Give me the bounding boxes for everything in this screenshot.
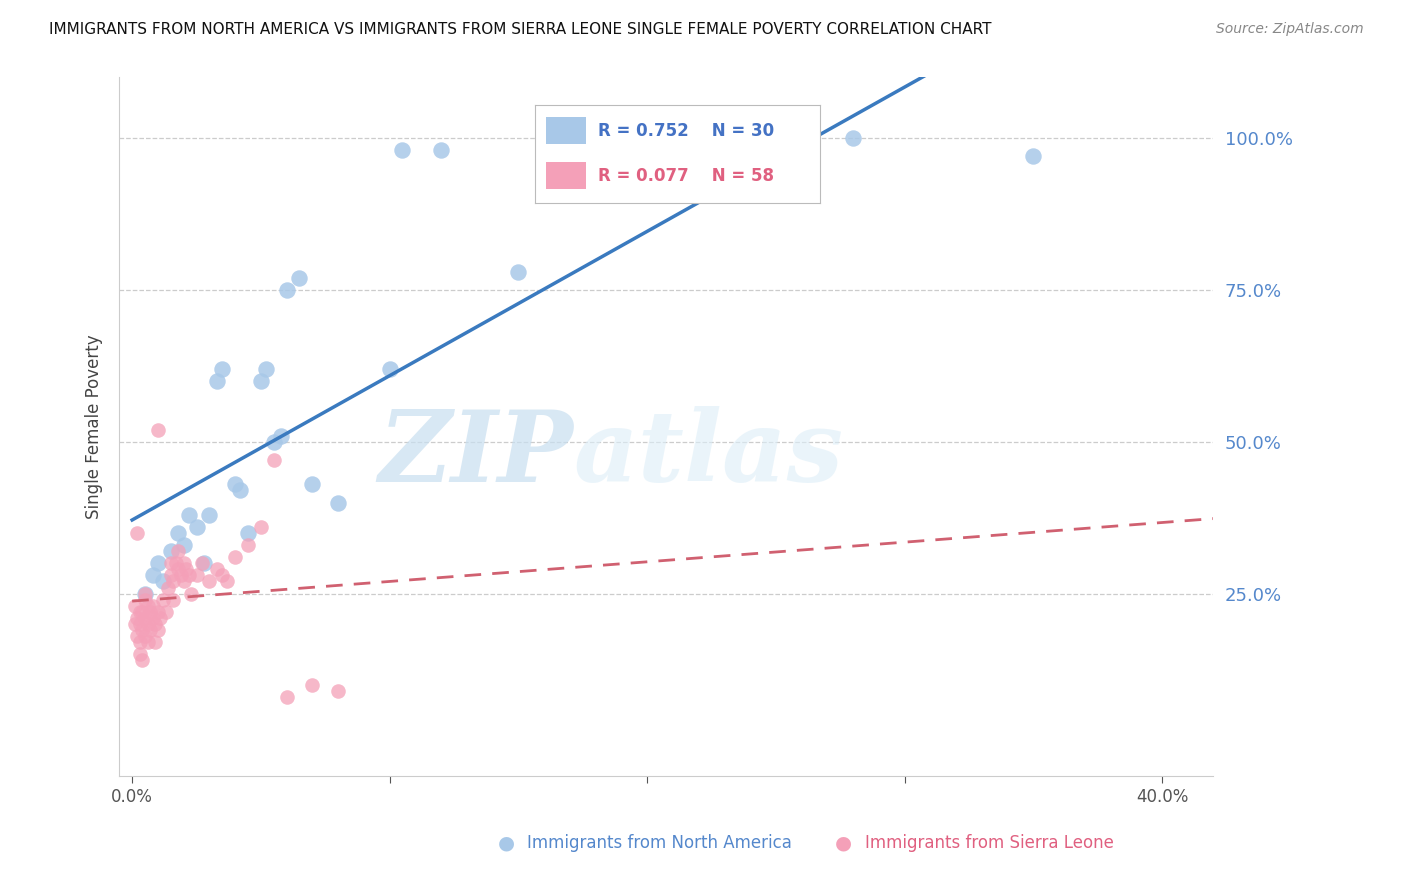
Point	[217, 574, 239, 589]
Point	[198, 508, 221, 522]
Point	[205, 562, 228, 576]
Point	[173, 574, 195, 589]
Point	[263, 453, 285, 467]
Point	[136, 617, 159, 632]
Point	[170, 568, 193, 582]
Text: Immigrants from North America: Immigrants from North America	[527, 834, 792, 852]
Point	[301, 678, 323, 692]
Point	[128, 617, 150, 632]
Point	[177, 508, 200, 522]
Point	[139, 623, 162, 637]
Point	[159, 568, 181, 582]
Point	[326, 495, 349, 509]
Point	[143, 635, 166, 649]
Point	[167, 544, 190, 558]
Point	[124, 599, 146, 613]
Point	[143, 617, 166, 632]
Point	[224, 477, 246, 491]
Point	[127, 525, 149, 540]
Point	[205, 374, 228, 388]
Point	[152, 574, 174, 589]
Point	[128, 648, 150, 662]
Point	[134, 587, 156, 601]
Point	[430, 144, 453, 158]
Point	[173, 556, 195, 570]
Point	[254, 362, 277, 376]
Point	[134, 629, 156, 643]
Point	[131, 623, 153, 637]
Point	[180, 587, 202, 601]
Point	[250, 520, 273, 534]
Point	[391, 144, 413, 158]
Point	[136, 635, 159, 649]
Text: Source: ZipAtlas.com: Source: ZipAtlas.com	[1216, 22, 1364, 37]
Text: Immigrants from Sierra Leone: Immigrants from Sierra Leone	[865, 834, 1114, 852]
Point	[146, 423, 169, 437]
Point	[162, 592, 184, 607]
Point	[142, 568, 165, 582]
Point	[131, 653, 153, 667]
Point	[167, 562, 190, 576]
Point	[131, 605, 153, 619]
Point	[842, 131, 865, 145]
Point	[378, 362, 401, 376]
Point	[508, 265, 530, 279]
Text: ●: ●	[835, 833, 852, 853]
Point	[146, 556, 169, 570]
Point	[276, 283, 298, 297]
Point	[124, 617, 146, 632]
Point	[159, 544, 181, 558]
Point	[152, 592, 174, 607]
Point	[177, 568, 200, 582]
Point	[276, 690, 298, 704]
Y-axis label: Single Female Poverty: Single Female Poverty	[86, 334, 103, 519]
Point	[136, 599, 159, 613]
Point	[236, 525, 259, 540]
Point	[270, 429, 292, 443]
Point	[186, 568, 208, 582]
Point	[190, 556, 212, 570]
Point	[224, 550, 246, 565]
Point	[167, 525, 190, 540]
Text: IMMIGRANTS FROM NORTH AMERICA VS IMMIGRANTS FROM SIERRA LEONE SINGLE FEMALE POVE: IMMIGRANTS FROM NORTH AMERICA VS IMMIGRA…	[49, 22, 991, 37]
Text: atlas: atlas	[574, 407, 844, 503]
Point	[211, 362, 233, 376]
Point	[250, 374, 273, 388]
Point	[134, 587, 156, 601]
Text: ●: ●	[498, 833, 515, 853]
Point	[301, 477, 323, 491]
Point	[263, 434, 285, 449]
Point	[127, 611, 149, 625]
Point	[128, 605, 150, 619]
Point	[142, 611, 165, 625]
Point	[173, 538, 195, 552]
Point	[134, 592, 156, 607]
Point	[134, 611, 156, 625]
Point	[162, 574, 184, 589]
Point	[157, 581, 180, 595]
Point	[236, 538, 259, 552]
Point	[174, 562, 197, 576]
Point	[146, 623, 169, 637]
Point	[229, 483, 252, 498]
Point	[155, 605, 177, 619]
Point	[288, 270, 311, 285]
Point	[127, 629, 149, 643]
Point	[149, 611, 172, 625]
Point	[1022, 149, 1045, 163]
Text: ZIP: ZIP	[378, 407, 574, 503]
Point	[326, 683, 349, 698]
Point	[211, 568, 233, 582]
Point	[159, 556, 181, 570]
Point	[146, 605, 169, 619]
Point	[139, 605, 162, 619]
Point	[128, 635, 150, 649]
Point	[193, 556, 215, 570]
Point	[186, 520, 208, 534]
Point	[142, 599, 165, 613]
Point	[198, 574, 221, 589]
Point	[165, 556, 187, 570]
